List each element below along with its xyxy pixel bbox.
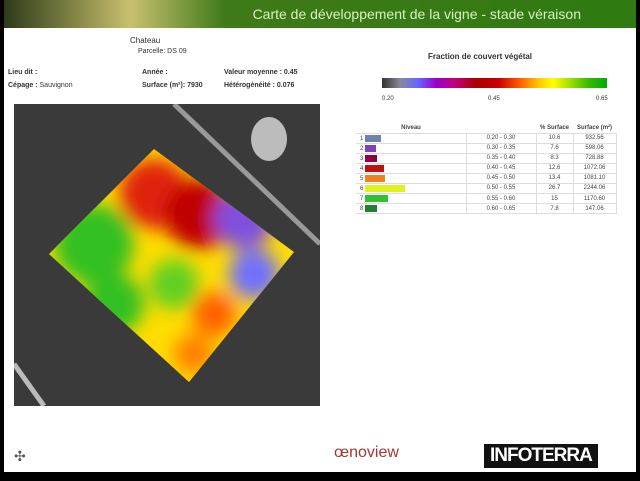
range-cell: 0.20 - 0.30 bbox=[465, 132, 537, 144]
level-index: 3 bbox=[360, 155, 364, 162]
vegetation-map bbox=[11, 102, 322, 408]
valeur-moyenne: Valeur moyenne : 0.45 bbox=[224, 69, 298, 76]
histogram-bar bbox=[365, 144, 377, 152]
surface-table: Niveau % Surface Surface (m²) 1 0.20 - 0… bbox=[356, 124, 617, 215]
scale-max: 0.65 bbox=[596, 96, 608, 102]
oenoview-logo: œnoview bbox=[334, 444, 399, 461]
table-row: 2 0.30 - 0.35 7.6 598.06 bbox=[356, 142, 617, 154]
legend-title: Fraction de couvert végétal bbox=[428, 52, 533, 61]
scale-min: 0.20 bbox=[382, 96, 394, 102]
color-scale-bar bbox=[382, 78, 607, 88]
pct-cell: 26.7 bbox=[535, 182, 574, 194]
range-cell: 0.50 - 0.55 bbox=[465, 182, 537, 194]
level-index: 7 bbox=[360, 196, 364, 203]
chateau-label: Chateau bbox=[130, 36, 161, 45]
table-row: 4 0.40 - 0.45 12.6 1072.06 bbox=[356, 162, 617, 174]
range-cell: 0.55 - 0.60 bbox=[465, 192, 537, 205]
header-range bbox=[466, 124, 536, 133]
table-row: 3 0.35 - 0.40 8.3 728.88 bbox=[356, 152, 617, 164]
histogram-bar bbox=[365, 164, 384, 172]
infoterra-logo: INFOTERRA bbox=[484, 444, 598, 468]
pct-cell: 7.8 bbox=[535, 203, 574, 215]
surface-cell: 147.06 bbox=[572, 203, 617, 215]
table-row: 6 0.50 - 0.55 26.7 2244.06 bbox=[356, 182, 617, 194]
surface-label: Surface (m²): 7930 bbox=[142, 82, 203, 89]
range-cell: 0.45 - 0.50 bbox=[465, 172, 537, 184]
pct-cell: 8.3 bbox=[535, 152, 574, 164]
level-index: 4 bbox=[360, 165, 364, 172]
histogram-bar bbox=[365, 194, 388, 202]
range-cell: 0.60 - 0.65 bbox=[465, 203, 537, 215]
level-index: 5 bbox=[360, 175, 364, 182]
report-page: Carte de développement de la vigne - sta… bbox=[4, 0, 636, 472]
pct-cell: 7.6 bbox=[535, 142, 574, 154]
histogram-bar bbox=[365, 184, 406, 192]
banner-title: Carte de développement de la vigne - sta… bbox=[252, 6, 581, 22]
surface-cell: 1170.60 bbox=[572, 192, 617, 205]
parcelle-label: Parcelle: DS 09 bbox=[138, 48, 187, 55]
pct-cell: 10.6 bbox=[535, 132, 574, 144]
table-row: 5 0.45 - 0.50 13.4 1081.10 bbox=[356, 172, 617, 184]
cepage-value: Sauvignon bbox=[39, 82, 73, 89]
level-index: 2 bbox=[360, 145, 364, 152]
pct-cell: 13.4 bbox=[535, 172, 574, 184]
surface-cell: 598.06 bbox=[572, 142, 617, 154]
header-surface: Surface (m²) bbox=[577, 125, 613, 132]
histogram-bar bbox=[365, 205, 377, 213]
level-index: 1 bbox=[360, 135, 364, 142]
surface-cell: 2244.06 bbox=[572, 182, 617, 194]
range-cell: 0.40 - 0.45 bbox=[465, 162, 537, 174]
compass-icon: ✣ bbox=[14, 448, 26, 464]
scale-mid: 0.45 bbox=[488, 96, 500, 102]
surface-cell: 932.56 bbox=[572, 132, 617, 144]
cepage-label: Cépage : bbox=[8, 82, 38, 89]
heterogeneite: Hétérogénéité : 0.076 bbox=[224, 82, 295, 89]
annee-label: Année : bbox=[142, 69, 168, 76]
surface-cell: 728.88 bbox=[572, 152, 617, 164]
surface-cell: 1081.10 bbox=[572, 172, 617, 184]
pct-cell: 12.6 bbox=[535, 162, 574, 174]
table-row: 1 0.20 - 0.30 10.6 932.56 bbox=[356, 132, 617, 144]
pct-cell: 15 bbox=[535, 192, 574, 205]
level-index: 8 bbox=[360, 206, 364, 213]
histogram-bar bbox=[365, 174, 386, 182]
banner: Carte de développement de la vigne - sta… bbox=[4, 0, 636, 28]
lieu-dit-label: Lieu dit : bbox=[8, 69, 38, 76]
histogram-bar bbox=[365, 154, 378, 162]
range-cell: 0.35 - 0.40 bbox=[465, 152, 537, 164]
table-row: 7 0.55 - 0.60 15 1170.60 bbox=[356, 192, 617, 205]
range-cell: 0.30 - 0.35 bbox=[465, 142, 537, 154]
table-row: 8 0.60 - 0.65 7.8 147.06 bbox=[356, 203, 617, 215]
surface-cell: 1072.06 bbox=[572, 162, 617, 174]
header-niveau: Niveau bbox=[401, 125, 421, 132]
header-pct: % Surface bbox=[540, 125, 570, 132]
histogram-bar bbox=[365, 134, 381, 142]
level-index: 6 bbox=[360, 185, 364, 192]
